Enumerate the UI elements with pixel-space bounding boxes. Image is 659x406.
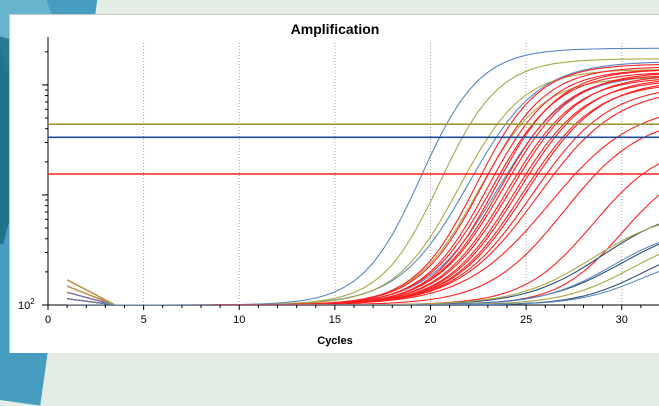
amplification-curve xyxy=(66,163,659,305)
y-tick-label: 102 xyxy=(18,297,35,312)
amplification-curve xyxy=(67,70,659,305)
x-tick-label: 5 xyxy=(141,314,147,326)
amplification-curve xyxy=(67,223,659,305)
x-tick-label: 25 xyxy=(520,314,532,326)
amplification-curve xyxy=(66,130,659,305)
x-tick-label: 30 xyxy=(616,314,628,326)
amplification-curve xyxy=(66,253,659,305)
x-axis-label: Cycles xyxy=(317,335,353,347)
chart-title: Amplification xyxy=(290,21,380,37)
amplification-curve xyxy=(66,69,659,305)
amplification-curve xyxy=(67,243,659,305)
amplification-curve xyxy=(67,264,659,305)
amplification-curve xyxy=(66,66,659,305)
amplification-curve xyxy=(66,72,659,305)
amplification-curve xyxy=(66,58,659,305)
x-tick-label: 0 xyxy=(45,314,51,326)
x-tick-label: 10 xyxy=(233,314,245,326)
amplification-curve xyxy=(66,194,659,305)
amplification-curve xyxy=(66,69,659,305)
x-tick-label: 20 xyxy=(424,314,436,326)
amplification-curve xyxy=(66,224,659,305)
amplification-curve xyxy=(67,47,659,305)
amplification-curve xyxy=(67,270,659,305)
amplification-plot: 0 5 10 15 20 25 30 102 xyxy=(18,37,659,326)
x-tick-label: 15 xyxy=(329,314,341,326)
amplification-curve xyxy=(67,116,659,305)
amplification-curve xyxy=(66,76,659,305)
chart-panel: Amplification 0 5 10 15 20 25 30 102 Cycles xyxy=(9,14,659,353)
